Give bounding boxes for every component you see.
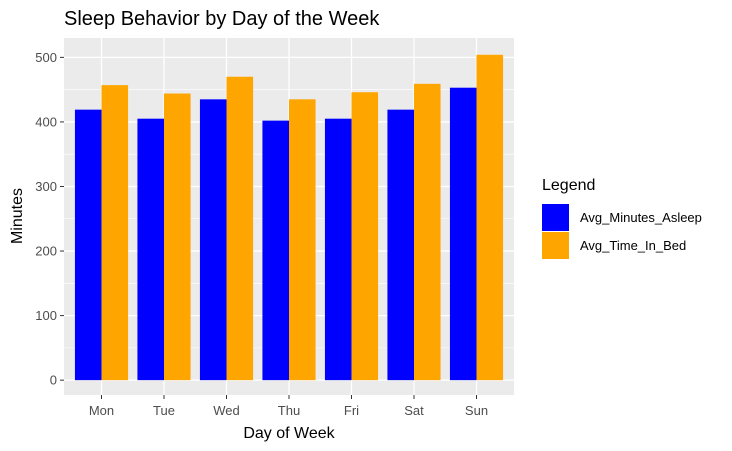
bar-Avg_Minutes_Asleep-Tue (137, 118, 164, 381)
x-tick-label: Thu (278, 403, 300, 418)
y-axis-title: Minutes (9, 188, 26, 244)
bar-Avg_Time_In_Bed-Thu (289, 99, 316, 381)
legend-label: Avg_Time_In_Bed (580, 238, 686, 253)
bar-Avg_Minutes_Asleep-Sun (449, 87, 477, 381)
y-tick-label: 0 (50, 373, 57, 388)
y-axis: 0 100 200 300 400 500 (35, 50, 64, 388)
legend-title: Legend (542, 177, 595, 194)
legend: Legend Avg_Minutes_Asleep Avg_Time_In_Bed (542, 177, 702, 259)
x-tick-label: Sat (404, 403, 424, 418)
x-axis: Mon Tue Wed Thu Fri Sat Sun (89, 395, 488, 418)
x-axis-title: Day of Week (243, 425, 335, 442)
y-tick-label: 400 (35, 114, 57, 129)
legend-key-Avg_Minutes_Asleep (542, 204, 569, 231)
bar-Avg_Minutes_Asleep-Wed (199, 99, 227, 381)
bar-Avg_Time_In_Bed-Fri (351, 92, 379, 381)
bar-Avg_Minutes_Asleep-Mon (74, 109, 102, 381)
legend-key-Avg_Time_In_Bed (542, 232, 569, 259)
x-tick-label: Fri (344, 403, 359, 418)
bar-Avg_Time_In_Bed-Mon (101, 85, 129, 381)
bar-Avg_Time_In_Bed-Tue (164, 93, 191, 381)
bar-Avg_Time_In_Bed-Sun (476, 54, 504, 381)
bars (74, 54, 504, 381)
y-tick-label: 200 (35, 244, 57, 259)
chart-title: Sleep Behavior by Day of the Week (64, 8, 380, 30)
x-tick-label: Mon (89, 403, 114, 418)
bar-Avg_Minutes_Asleep-Thu (262, 120, 289, 381)
bar-Avg_Minutes_Asleep-Sat (387, 109, 414, 381)
y-tick-label: 300 (35, 179, 57, 194)
x-tick-label: Wed (213, 403, 240, 418)
x-tick-label: Sun (465, 403, 488, 418)
legend-label: Avg_Minutes_Asleep (580, 210, 702, 225)
bar-Avg_Time_In_Bed-Sat (414, 83, 441, 381)
y-tick-label: 100 (35, 308, 57, 323)
bar-Avg_Minutes_Asleep-Fri (324, 118, 352, 381)
x-tick-label: Tue (153, 403, 175, 418)
bar-Avg_Time_In_Bed-Wed (226, 76, 254, 381)
y-tick-label: 500 (35, 50, 57, 65)
